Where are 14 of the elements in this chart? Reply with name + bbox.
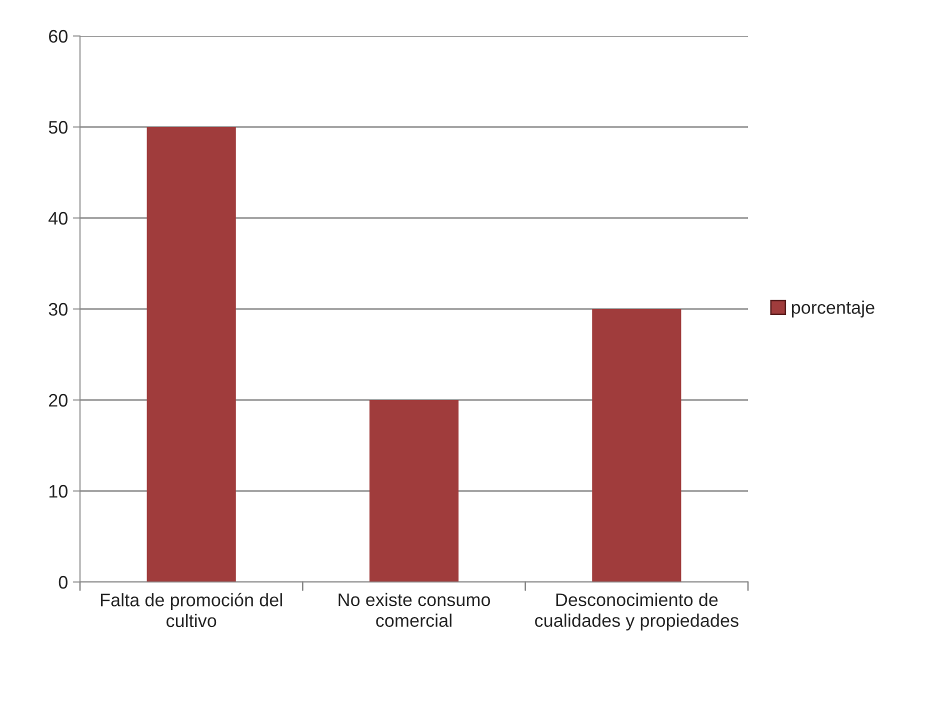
bar <box>146 127 236 582</box>
x-tick-label: Falta de promoción del cultivo <box>100 592 282 628</box>
y-tick-label: 10 <box>49 484 68 498</box>
y-tick-label: 50 <box>48 120 68 134</box>
x-tick-label: No existe consumo comercial <box>338 592 490 627</box>
x-tick-label: Desconocimiento de cualidades y propiedades <box>535 592 738 631</box>
bar <box>369 400 459 582</box>
y-tick-label: 40 <box>48 212 68 225</box>
y-tick-label: 20 <box>49 394 68 407</box>
y-tick-label: 30 <box>48 302 68 316</box>
y-tick-label: 60 <box>49 30 68 43</box>
bar <box>592 309 682 582</box>
y-tick-label: 0 <box>58 576 68 589</box>
legend-label: porcentaje <box>792 300 874 318</box>
